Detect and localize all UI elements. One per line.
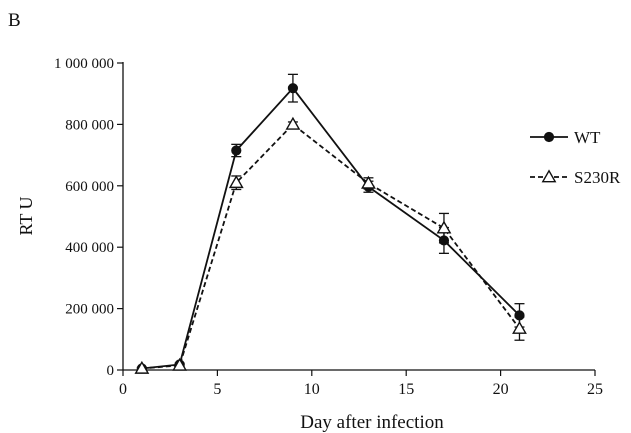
data-point-wt: [231, 145, 242, 156]
y-tick-label: 800 000: [65, 117, 114, 133]
data-point-s230r: [285, 116, 301, 130]
data-point-s230r: [228, 175, 244, 189]
data-point-s230r: [361, 175, 376, 189]
y-tick-label: 0: [107, 363, 115, 379]
x-tick-label: 5: [213, 381, 221, 398]
legend-marker: [543, 131, 555, 143]
legend-label: WT: [574, 128, 601, 147]
panel-label: B: [8, 10, 21, 31]
series-line-wt: [141, 86, 521, 370]
y-tick-label: 400 000: [65, 240, 114, 256]
series-s230r: [134, 116, 527, 374]
data-point-s230r: [172, 357, 188, 371]
x-axis-label: Day after infection: [300, 412, 444, 433]
data-point-s230r: [134, 360, 150, 374]
legend-label: S230R: [574, 168, 621, 187]
data-point-s230r: [512, 320, 527, 334]
x-tick-label: 15: [398, 381, 414, 398]
x-tick-label: 10: [304, 381, 320, 398]
series-wt: [136, 73, 525, 374]
legend-marker: [541, 169, 557, 183]
x-tick-label: 20: [493, 381, 509, 398]
y-tick-label: 600 000: [65, 179, 114, 195]
data-point-wt: [287, 83, 299, 94]
x-tick-label: 25: [587, 381, 603, 398]
chart-series: [134, 73, 527, 374]
series-line-s230r: [141, 123, 521, 370]
y-tick-label: 200 000: [65, 302, 114, 318]
y-axis-label: RT U: [16, 196, 36, 235]
x-tick-label: 0: [119, 381, 127, 398]
chart-legend: WT S230R: [530, 128, 621, 187]
data-point-s230r: [436, 220, 452, 234]
chart-axes: 0 200 000 400 000 600 000 800 000 1 000 000 0 5…: [54, 56, 603, 398]
y-tick-label: 1 000 000: [54, 56, 114, 72]
